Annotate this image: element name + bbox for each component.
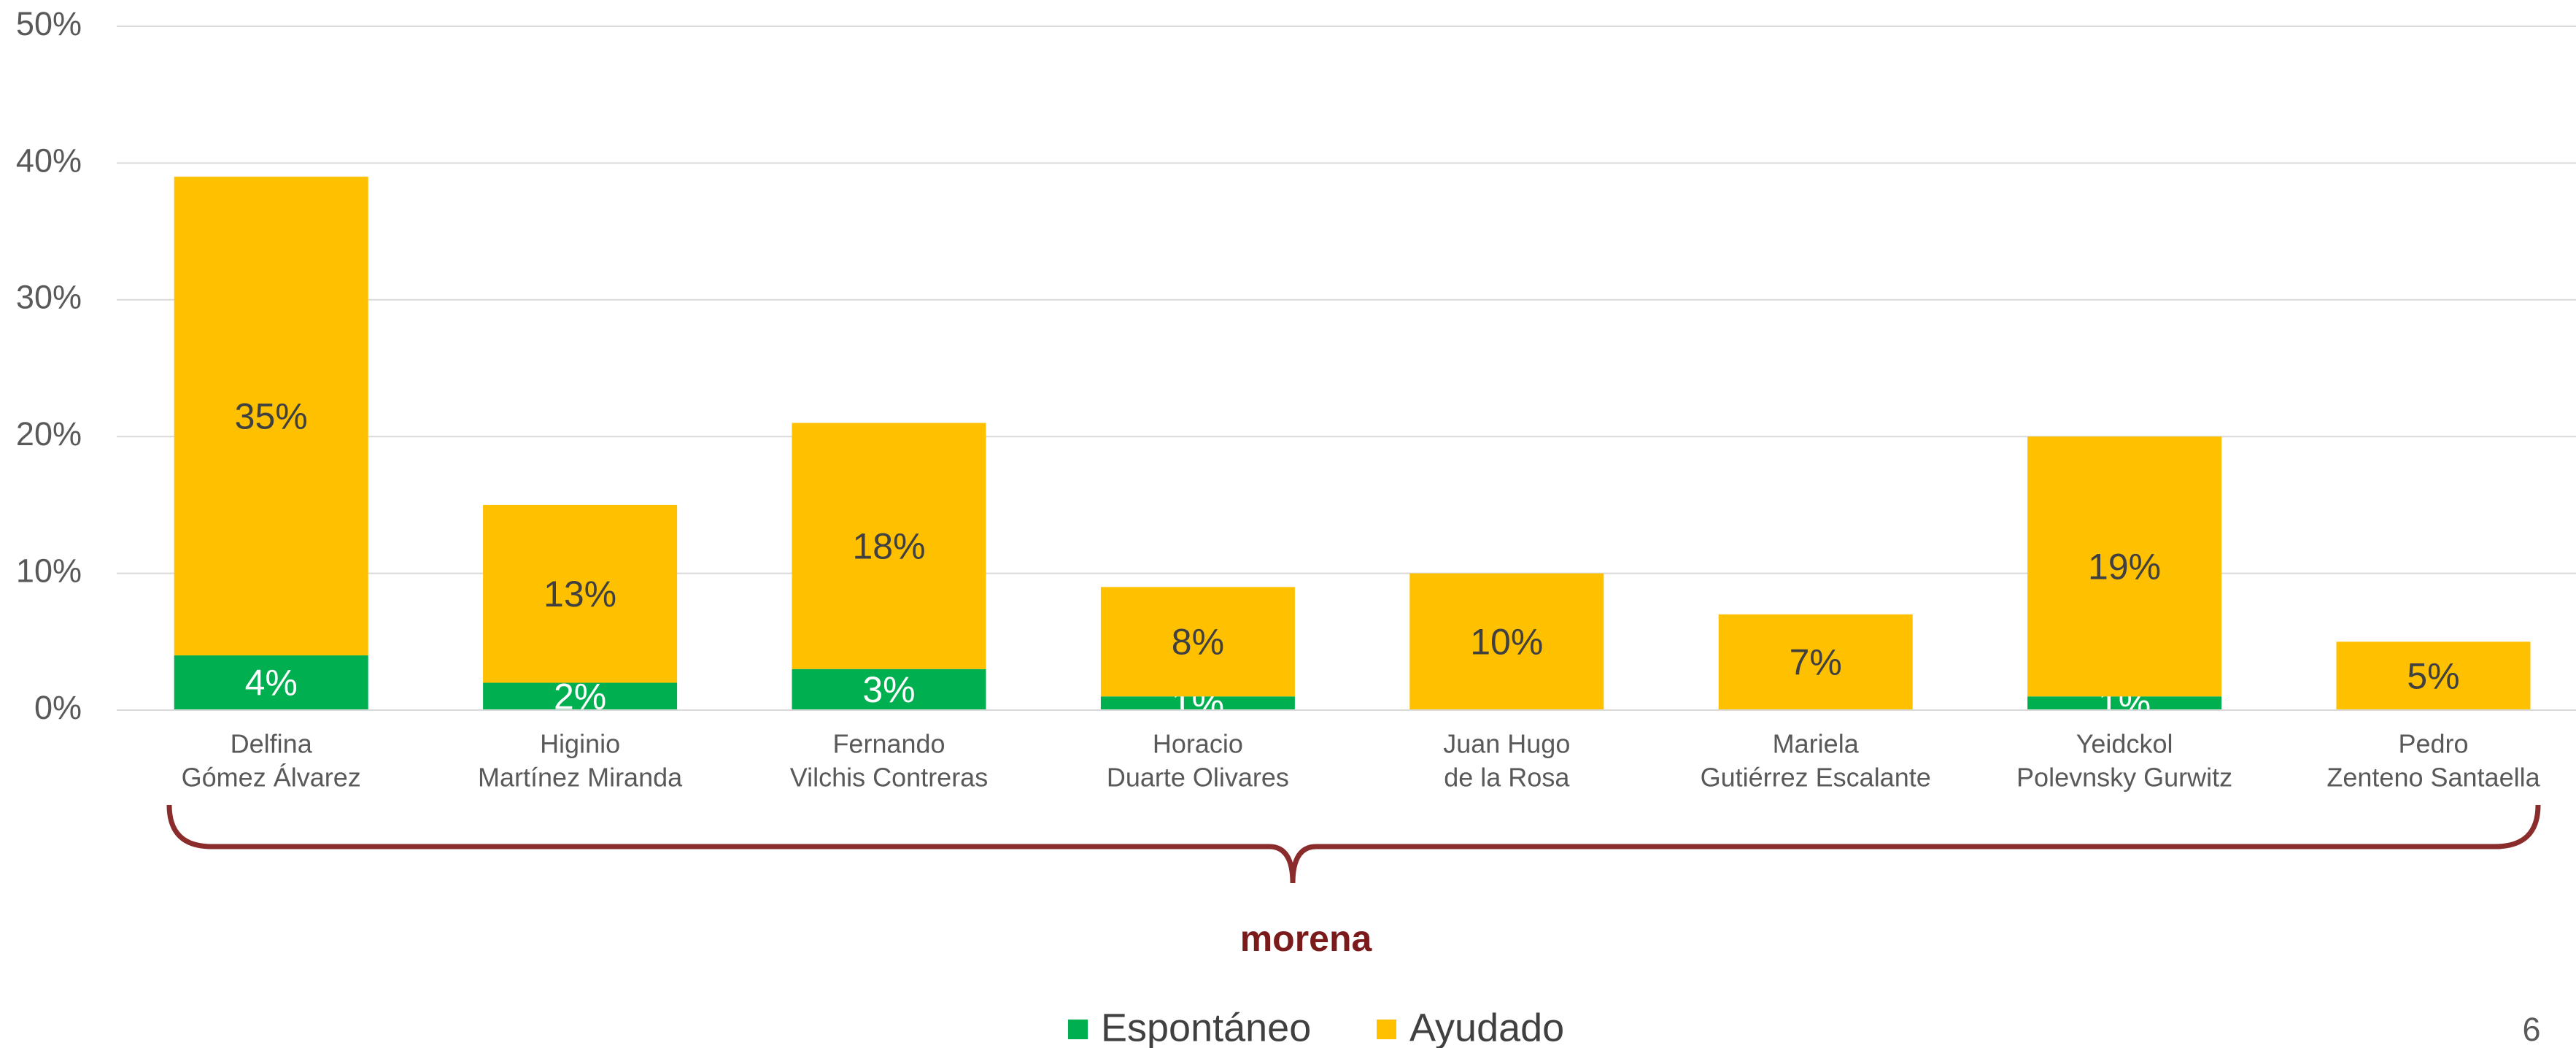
bar-segment <box>2336 641 2531 710</box>
x-tick-label: Higinio <box>540 729 620 759</box>
bar-segment <box>1409 573 1604 710</box>
data-label: 4% <box>245 663 298 704</box>
legend-swatch <box>1377 1020 1396 1039</box>
x-tick-label: Pedro <box>2398 729 2468 759</box>
data-label: 10% <box>1470 622 1543 663</box>
bar-segment <box>1718 614 1913 710</box>
y-tick-label: 30% <box>16 279 82 316</box>
bar-segment <box>1100 587 1295 697</box>
y-tick-label: 10% <box>16 552 82 589</box>
y-tick-label: 50% <box>16 5 82 42</box>
bar-segment <box>792 669 986 710</box>
data-label: 5% <box>2407 655 2459 696</box>
x-tick-label: Vilchis Contreras <box>790 763 988 793</box>
data-label: 7% <box>1790 642 1842 683</box>
x-tick-label: Gómez Álvarez <box>182 763 361 793</box>
x-tick-label: Duarte Olivares <box>1107 763 1289 793</box>
data-label: 8% <box>1172 622 1224 663</box>
x-tick-label: Polevnsky Gurwitz <box>2016 763 2232 793</box>
bar-segment <box>483 682 678 710</box>
x-tick-label: Horacio <box>1153 729 1243 759</box>
data-label: 35% <box>235 396 308 436</box>
x-tick-label: Gutiérrez Escalante <box>1701 763 1931 793</box>
bar-segment <box>1100 696 1295 710</box>
bar-segment <box>792 423 986 669</box>
data-label: 18% <box>852 525 925 566</box>
bar-segment <box>483 504 678 683</box>
x-tick-label: Mariela <box>1773 729 1860 759</box>
x-tick-label: Fernando <box>832 729 945 759</box>
bar-segment <box>174 655 368 710</box>
x-tick-label: Zenteno Santaella <box>2326 763 2540 793</box>
x-tick-label: Yeidckol <box>2076 729 2173 759</box>
data-label: 19% <box>2088 546 2161 587</box>
bar-segment <box>174 177 368 656</box>
y-tick-label: 0% <box>34 689 82 726</box>
bar-segment <box>2027 696 2222 710</box>
x-tick-label: Martínez Miranda <box>478 763 683 793</box>
data-label: 3% <box>862 669 915 710</box>
x-tick-label: Juan Hugo <box>1443 729 1570 759</box>
y-tick-label: 40% <box>16 142 82 179</box>
data-label: 13% <box>544 574 616 614</box>
x-tick-label: Delfina <box>231 729 313 759</box>
legend-swatch <box>1068 1020 1088 1039</box>
y-tick-label: 20% <box>16 415 82 452</box>
annotation: morena <box>1240 918 1373 959</box>
brace <box>166 804 2541 884</box>
legend-label: Espontáneo <box>1101 1006 1311 1048</box>
legend-label: Ayudado <box>1409 1006 1564 1048</box>
bar-segment <box>2027 436 2222 697</box>
page-number: 6 <box>2522 1011 2540 1048</box>
x-tick-label: de la Rosa <box>1444 763 1570 793</box>
